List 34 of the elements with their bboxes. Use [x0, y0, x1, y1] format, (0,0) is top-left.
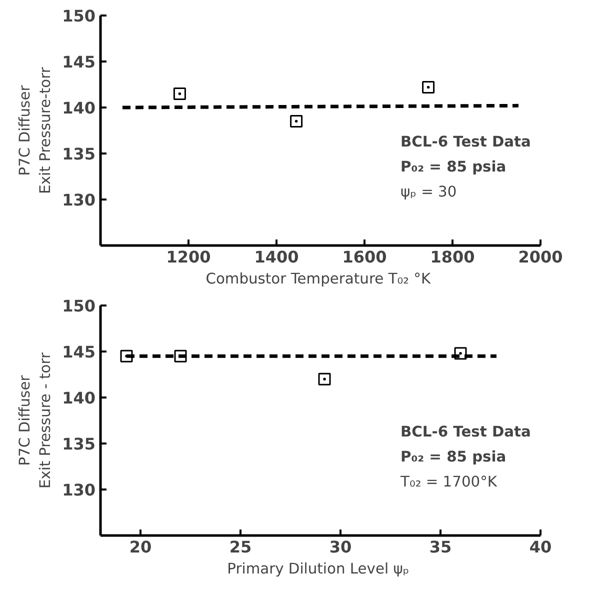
point [173, 87, 186, 100]
x-tick-label: 2000 [518, 248, 563, 266]
y-tick-label: 130 [62, 190, 96, 210]
y-tick-label: 135 [62, 434, 96, 454]
y-tick-label: 150 [62, 296, 96, 316]
x-tick-label: 1800 [430, 248, 475, 266]
y-tick-label: 150 [62, 6, 96, 26]
x-tick-label: 1600 [342, 248, 387, 266]
x-tick-label: 40 [529, 538, 552, 556]
x-tick-label: 1200 [166, 248, 211, 266]
x-axis-title: Primary Dilution Level ψₚ [227, 560, 410, 578]
y-tick-label: 145 [62, 342, 96, 362]
y-tick-label: 135 [62, 144, 96, 164]
annotation: T₀₂ = 1700°K [400, 474, 498, 490]
annotation: BCL-6 Test Data [400, 134, 531, 150]
y-tick-label: 130 [62, 480, 96, 500]
x-tick-label: 1400 [254, 248, 299, 266]
point [290, 115, 303, 128]
annotation: ψₚ = 30 [400, 184, 457, 200]
x-tick-label: 35 [429, 538, 452, 556]
y-axis-title: P7C Diffuser Exit Pressure-torr [16, 66, 54, 194]
y-tick-label: 145 [62, 52, 96, 72]
point [422, 81, 435, 94]
y-tick-label: 140 [62, 388, 96, 408]
x-tick-label: 30 [329, 538, 352, 556]
point [318, 372, 331, 386]
x-axis-title: Combustor Temperature T₀₂ °K [206, 270, 432, 288]
y-tick-label: 140 [62, 98, 96, 118]
annotation: BCL-6 Test Data [400, 424, 531, 440]
y-axis-title: P7C Diffuser Exit Pressure - torr [16, 351, 54, 489]
annotation: P₀₂ = 85 psia [400, 158, 506, 176]
x-tick-label: 25 [229, 538, 252, 556]
x-tick-label: 20 [129, 538, 152, 556]
annotation: P₀₂ = 85 psia [400, 448, 506, 466]
